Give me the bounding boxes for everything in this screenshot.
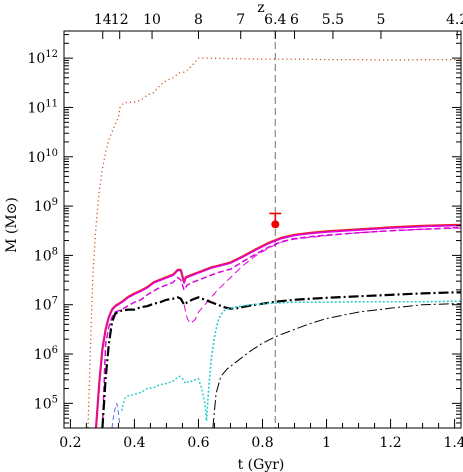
series-line-8 (205, 300, 461, 421)
y-tick-label: 1012 (27, 49, 58, 67)
top-tick-label: 6 (290, 12, 299, 28)
x-tick-label: 0.6 (187, 435, 209, 451)
y-tick-label: 107 (34, 296, 58, 314)
y-tick-label: 109 (34, 197, 58, 215)
series-line-7 (212, 303, 461, 428)
x-axis-title: t (Gyr) (238, 457, 285, 472)
series-line-9 (120, 375, 208, 421)
x-tick-label: 1.4 (443, 435, 463, 451)
top-tick-label: 12 (111, 12, 129, 28)
y-tick-label: 1010 (27, 148, 58, 166)
x-tick-label: 1.2 (379, 435, 401, 451)
x-tick-label: 0.2 (59, 435, 81, 451)
y-axis-title: M (M⊙) (4, 197, 20, 253)
top-axis-title: z (257, 0, 264, 16)
y-tick-label: 1011 (27, 98, 58, 116)
y-tick-label: 106 (34, 345, 58, 363)
series-line-1 (87, 57, 461, 428)
series-line-5 (183, 227, 461, 324)
x-tick-label: 0.4 (123, 435, 145, 451)
series-line-2 (94, 224, 461, 428)
series-line-10 (111, 402, 121, 428)
top-tick-label: 4.2 (446, 12, 463, 28)
top-tick-label: 5 (376, 12, 385, 28)
top-tick-label: 6.4 (264, 12, 286, 28)
series-line-3 (95, 223, 461, 428)
top-tick-label: 7 (236, 12, 245, 28)
top-tick-label: 14 (94, 12, 112, 28)
top-tick-label: 5.5 (322, 12, 344, 28)
y-tick-label: 108 (34, 246, 58, 264)
x-tick-label: 1 (322, 435, 331, 451)
observation-point (271, 220, 280, 229)
series-line-6 (101, 291, 461, 428)
top-tick-label: 8 (194, 12, 203, 28)
top-tick-label: 10 (143, 12, 161, 28)
y-tick-label: 105 (34, 394, 58, 412)
series-line-4 (101, 227, 461, 428)
x-tick-label: 0.8 (251, 435, 273, 451)
